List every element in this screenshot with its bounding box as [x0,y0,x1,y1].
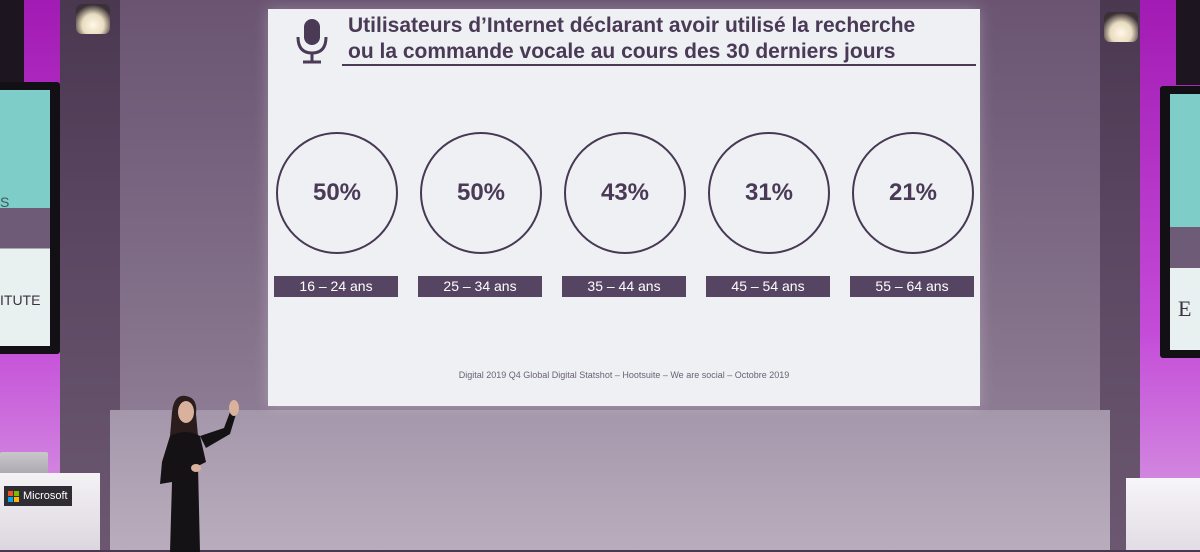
age-label: 55 – 64 ans [850,276,974,297]
spotlight-left-icon [76,4,110,34]
microsoft-badge: Microsoft [4,486,72,506]
left-podium [0,473,100,550]
stat-group: 31% 45 – 54 ans [706,132,836,297]
left-monitor-text: ITUTE [0,292,41,308]
microsoft-badge-label: Microsoft [23,490,68,502]
slide-title: Utilisateurs d’Internet déclarant avoir … [348,13,958,65]
stat-circle: 43% [564,132,686,254]
age-label: 35 – 44 ans [562,276,686,297]
right-podium [1126,478,1200,550]
stat-circle: 21% [852,132,974,254]
right-monitor-screen [1170,94,1200,350]
stat-group: 21% 55 – 64 ans [850,132,980,297]
slide-source: Digital 2019 Q4 Global Digital Statshot … [458,370,790,380]
left-side-monitor: S ITUTE [0,82,60,354]
stat-circle: 31% [708,132,830,254]
microphone-icon [296,19,328,64]
slide-title-line-2: ou la commande vocale au cours des 30 de… [348,40,896,63]
stat-circle: 50% [276,132,398,254]
left-monitor-fragment: S [0,194,10,210]
projection-screen: Utilisateurs d’Internet déclarant avoir … [268,9,980,406]
stat-group: 50% 16 – 24 ans [274,132,404,297]
right-side-monitor: E [1160,86,1200,358]
spotlight-right-icon [1104,12,1138,42]
age-label: 25 – 34 ans [418,276,542,297]
stat-group: 43% 35 – 44 ans [562,132,692,297]
left-monitor-screen [0,90,50,346]
right-monitor-text: E [1178,296,1192,321]
title-underline [342,64,976,66]
microsoft-logo-icon [8,490,19,502]
right-pillar [1176,0,1200,85]
age-label: 16 – 24 ans [274,276,398,297]
stat-circle: 50% [420,132,542,254]
presenter-figure [160,395,239,552]
stage-floor-glow [110,410,1110,550]
age-label: 45 – 54 ans [706,276,830,297]
left-pillar [0,0,24,85]
slide-title-line-1: Utilisateurs d’Internet déclarant avoir … [348,14,916,37]
stat-group: 50% 25 – 34 ans [418,132,548,297]
